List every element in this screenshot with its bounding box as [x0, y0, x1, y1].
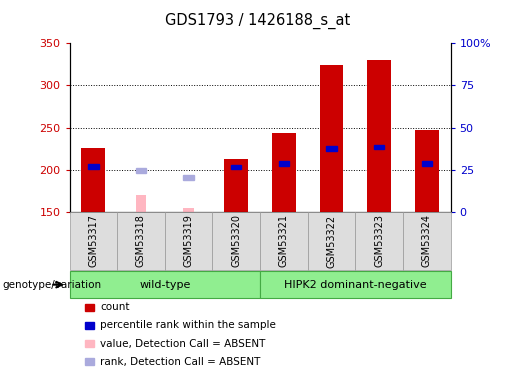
Bar [422, 162, 432, 166]
Bar [279, 162, 289, 166]
Bar [183, 175, 194, 180]
Text: GDS1793 / 1426188_s_at: GDS1793 / 1426188_s_at [165, 13, 350, 29]
Bar [415, 130, 439, 212]
Bar [231, 165, 242, 170]
Text: count: count [100, 303, 130, 312]
Text: GSM53321: GSM53321 [279, 214, 289, 267]
Bar [88, 164, 98, 169]
Text: wild-type: wild-type [139, 280, 191, 290]
Text: GSM53324: GSM53324 [422, 214, 432, 267]
Text: GSM53318: GSM53318 [136, 214, 146, 267]
Bar [367, 60, 391, 212]
Bar [272, 133, 296, 212]
Text: genotype/variation: genotype/variation [3, 280, 101, 290]
Bar [183, 208, 194, 212]
Bar [225, 159, 248, 212]
Text: percentile rank within the sample: percentile rank within the sample [100, 321, 277, 330]
Bar [327, 146, 337, 151]
Text: GSM53320: GSM53320 [231, 214, 241, 267]
Text: GSM53322: GSM53322 [327, 214, 336, 267]
Text: GSM53319: GSM53319 [184, 214, 194, 267]
Bar [374, 145, 384, 149]
Bar [320, 65, 344, 212]
Bar [135, 195, 146, 212]
Bar [81, 148, 105, 212]
Text: GSM53317: GSM53317 [89, 214, 98, 267]
Text: HIPK2 dominant-negative: HIPK2 dominant-negative [284, 280, 426, 290]
Text: rank, Detection Call = ABSENT: rank, Detection Call = ABSENT [100, 357, 261, 366]
Text: value, Detection Call = ABSENT: value, Detection Call = ABSENT [100, 339, 266, 348]
Text: GSM53323: GSM53323 [374, 214, 384, 267]
Bar [136, 168, 146, 173]
